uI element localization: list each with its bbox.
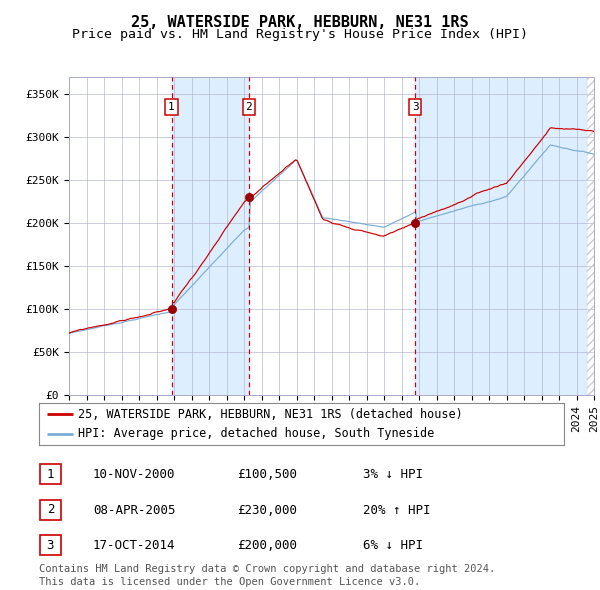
Text: 10-NOV-2000: 10-NOV-2000 [93,468,176,481]
Text: 2: 2 [47,503,54,516]
Text: 25, WATERSIDE PARK, HEBBURN, NE31 1RS (detached house): 25, WATERSIDE PARK, HEBBURN, NE31 1RS (d… [79,408,463,421]
Text: Contains HM Land Registry data © Crown copyright and database right 2024.
This d: Contains HM Land Registry data © Crown c… [39,564,495,587]
Text: 25, WATERSIDE PARK, HEBBURN, NE31 1RS: 25, WATERSIDE PARK, HEBBURN, NE31 1RS [131,15,469,30]
Text: £200,000: £200,000 [237,539,297,552]
Point [244,192,254,202]
Text: 1: 1 [47,468,54,481]
Text: 2: 2 [245,102,252,112]
Point [410,218,420,228]
Text: £230,000: £230,000 [237,504,297,517]
Text: £100,500: £100,500 [237,468,297,481]
Text: 3: 3 [412,102,419,112]
Text: HPI: Average price, detached house, South Tyneside: HPI: Average price, detached house, Sout… [79,428,434,441]
Text: 6% ↓ HPI: 6% ↓ HPI [363,539,423,552]
Point [167,304,176,313]
Text: 3% ↓ HPI: 3% ↓ HPI [363,468,423,481]
Bar [587,77,596,395]
Text: 08-APR-2005: 08-APR-2005 [93,504,176,517]
Text: Price paid vs. HM Land Registry's House Price Index (HPI): Price paid vs. HM Land Registry's House … [72,28,528,41]
Text: 17-OCT-2014: 17-OCT-2014 [93,539,176,552]
Bar [415,77,587,395]
Bar [172,77,249,395]
Text: 3: 3 [47,539,54,552]
Bar [587,77,596,395]
Text: 1: 1 [168,102,175,112]
Text: 20% ↑ HPI: 20% ↑ HPI [363,504,431,517]
